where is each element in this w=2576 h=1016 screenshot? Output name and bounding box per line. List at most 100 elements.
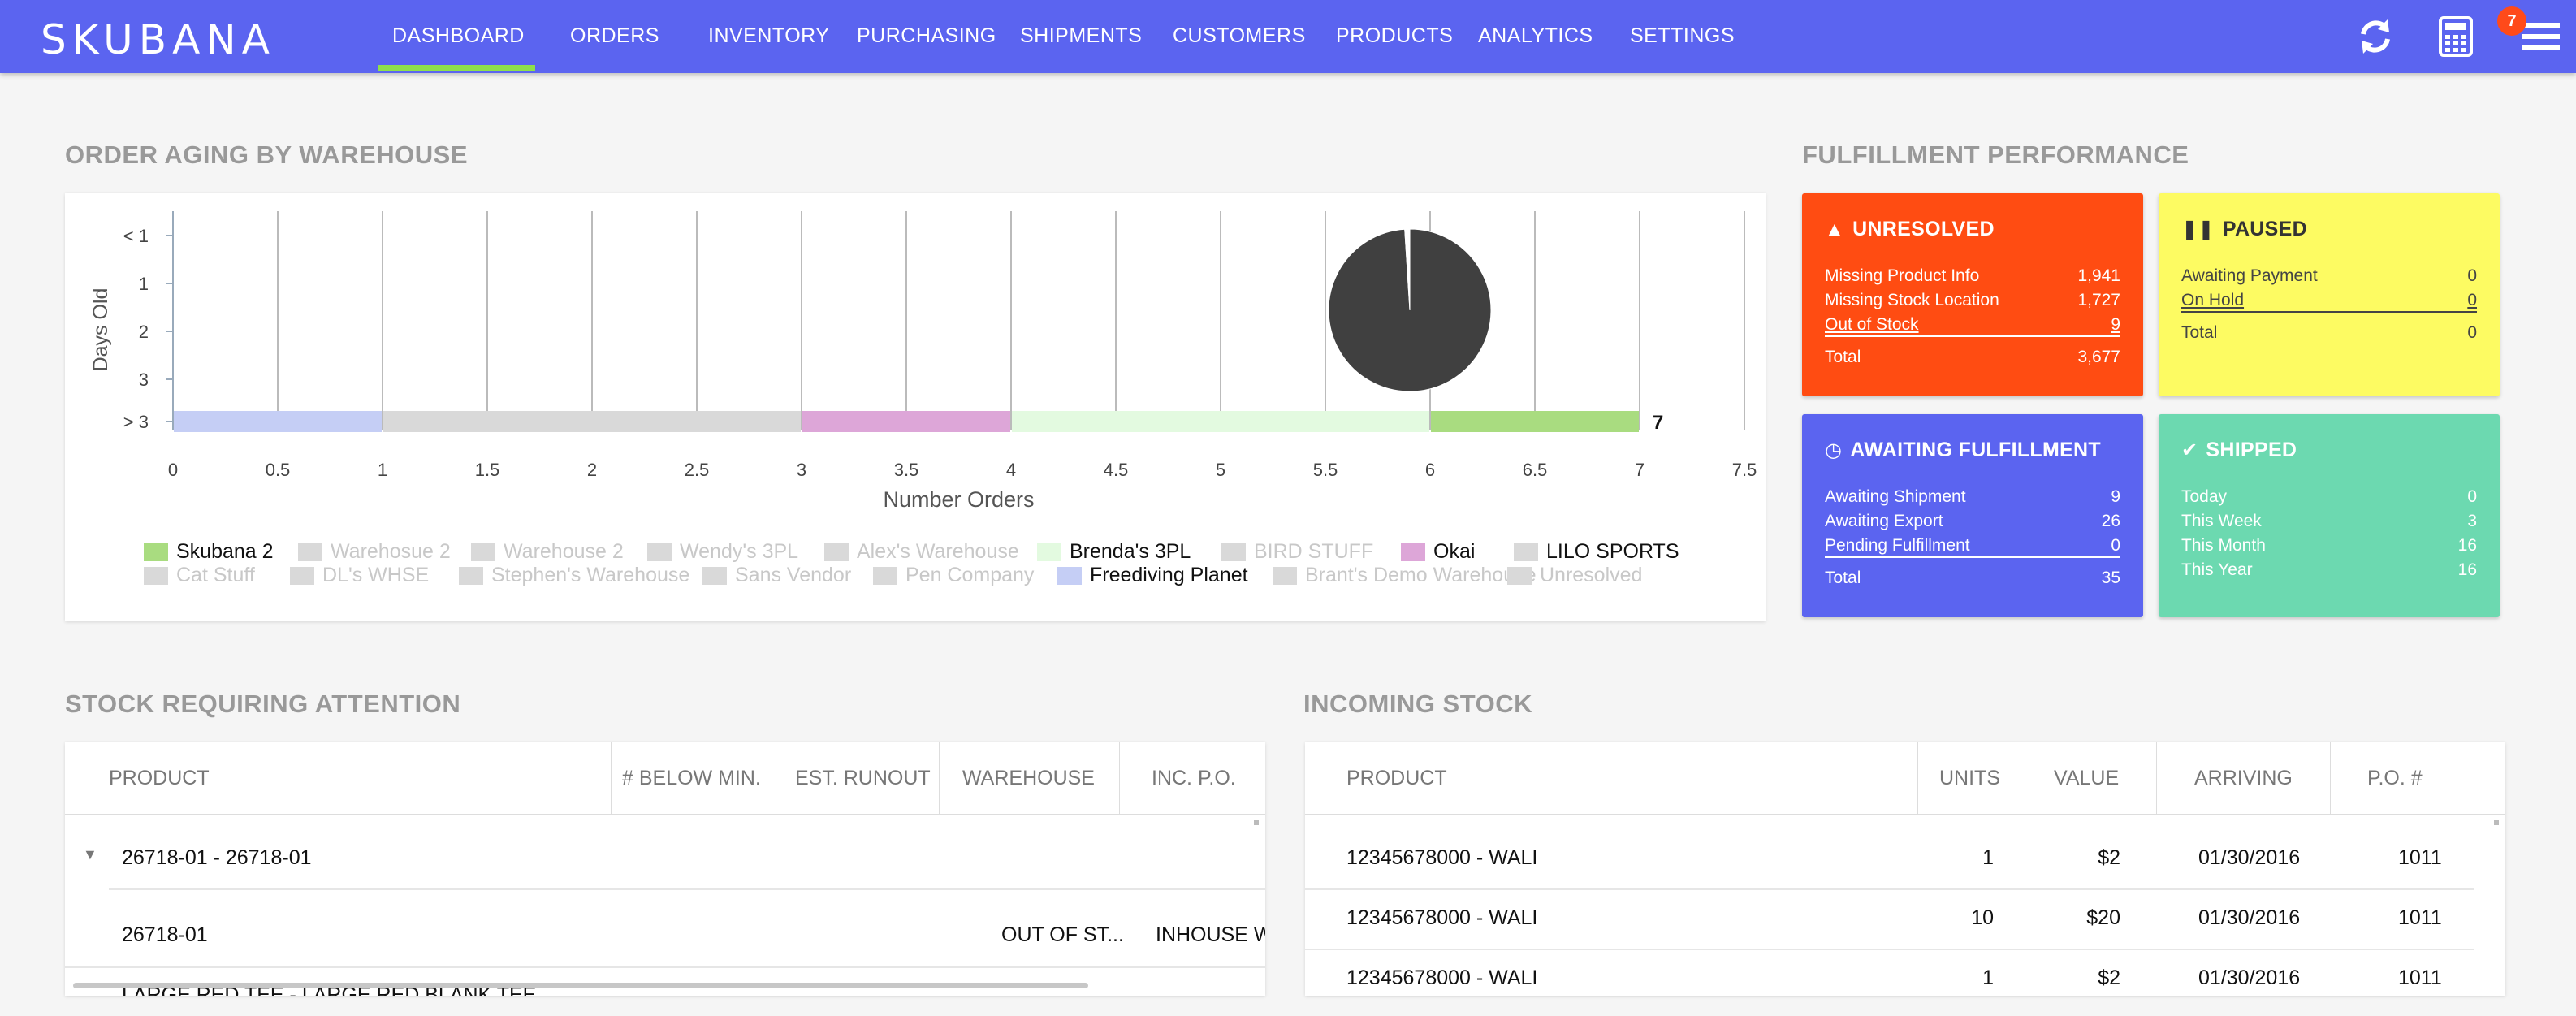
legend-item[interactable]: Unresolved xyxy=(1507,564,1642,587)
vertical-scrollbar[interactable] xyxy=(2494,820,2499,825)
horizontal-scrollbar[interactable] xyxy=(73,983,1088,988)
vertical-scrollbar[interactable] xyxy=(1254,820,1259,825)
shipped-value: 16 xyxy=(2457,560,2477,579)
col-product[interactable]: PRODUCT xyxy=(1346,767,1447,789)
menu-icon[interactable] xyxy=(2519,15,2563,58)
bar-segment xyxy=(1012,411,1429,432)
order-aging-card: 0 0.5 1 1.5 2 2.5 3 3.5 4 4.5 5 5.5 6 6.5 7 7.5 < 1 1 2 3 > … xyxy=(65,193,1766,621)
legend-swatch xyxy=(298,543,322,561)
col-inc-po[interactable]: INC. P.O. xyxy=(1152,767,1236,789)
refresh-icon[interactable] xyxy=(2353,15,2397,58)
bar-segment xyxy=(1431,411,1639,432)
group-label[interactable]: 26718-01 - 26718-01 xyxy=(122,846,312,869)
legend-label: BIRD STUFF xyxy=(1254,540,1374,563)
col-po-number[interactable]: P.O. # xyxy=(2367,767,2423,789)
legend-item[interactable]: Wendy's 3PL xyxy=(647,540,798,564)
legend-label: DL's WHSE xyxy=(322,564,430,586)
x-tick-label: 1.5 xyxy=(475,460,500,480)
x-tick-label: 1 xyxy=(378,460,387,480)
incoming-stock-title: INCOMING STOCK xyxy=(1303,690,1532,718)
incoming-value-cell: $2 xyxy=(2098,966,2120,989)
nav-purchasing[interactable]: PURCHASING xyxy=(857,24,996,47)
total-label: Total xyxy=(1825,348,1861,366)
legend-label: Okai xyxy=(1433,540,1476,563)
legend-swatch xyxy=(702,566,727,585)
notification-badge[interactable]: 7 xyxy=(2497,6,2526,36)
col-est-runout[interactable]: EST. RUNOUT xyxy=(795,767,931,789)
row-divider xyxy=(1305,888,2474,890)
legend-swatch xyxy=(873,566,897,585)
legend-item[interactable]: Stephen's Warehouse xyxy=(459,564,689,587)
col-divider xyxy=(1119,742,1120,814)
y-tick-label: 2 xyxy=(139,322,149,342)
incoming-product-cell: 12345678000 - WALI xyxy=(1346,846,1538,869)
legend-item[interactable]: Freediving Planet xyxy=(1057,564,1248,587)
legend-swatch xyxy=(459,566,483,585)
awaiting-title: AWAITING FULFILLMENT xyxy=(1850,439,2101,461)
x-tick-label: 3.5 xyxy=(894,460,919,480)
legend-item[interactable]: Cat Stuff xyxy=(144,564,255,587)
col-divider xyxy=(2330,742,2331,814)
nav-customers[interactable]: CUSTOMERS xyxy=(1173,24,1306,47)
col-value[interactable]: VALUE xyxy=(2054,767,2120,789)
col-warehouse[interactable]: WAREHOUSE xyxy=(962,767,1095,789)
legend-item[interactable]: Pen Company xyxy=(873,564,1034,587)
fulfillment-title: FULFILLMENT PERFORMANCE xyxy=(1802,141,2189,169)
awaiting-value: 9 xyxy=(2111,487,2120,506)
x-tick-label: 5 xyxy=(1216,460,1225,480)
incoming-arriving-cell: 01/30/2016 xyxy=(2198,906,2301,929)
shipped-tile[interactable]: ✔ SHIPPED Today 0 This Week 3 This Month 16 … xyxy=(2159,414,2500,617)
paused-label: On Hold xyxy=(2181,291,2245,309)
incoming-arriving-cell: 01/30/2016 xyxy=(2198,966,2301,989)
incoming-value-cell: $2 xyxy=(2098,846,2120,869)
col-divider xyxy=(2156,742,2157,814)
nav-settings[interactable]: SETTINGS xyxy=(1630,24,1735,47)
legend-item[interactable]: LILO SPORTS xyxy=(1514,540,1679,564)
legend-label: Unresolved xyxy=(1540,564,1643,586)
legend-item[interactable]: DL's WHSE xyxy=(290,564,429,587)
legend-swatch xyxy=(144,543,168,561)
legend-item[interactable]: Skubana 2 xyxy=(144,540,274,564)
out-of-stock-link[interactable]: Out of Stock 9 xyxy=(1825,313,2120,337)
skubana-logo[interactable]: SKUBANA xyxy=(41,16,275,63)
col-units[interactable]: UNITS xyxy=(1939,767,2000,789)
legend-item[interactable]: Okai xyxy=(1401,540,1475,564)
row-divider xyxy=(109,888,1265,890)
paused-title: PAUSED xyxy=(2222,218,2307,240)
nav-inventory[interactable]: INVENTORY xyxy=(708,24,830,47)
legend-item[interactable]: Alex's Warehouse xyxy=(824,540,1019,564)
x-tick-label: 0 xyxy=(168,460,178,480)
legend-label: Warehosue 2 xyxy=(331,540,451,563)
row-divider xyxy=(1305,949,2474,950)
on-hold-link[interactable]: On Hold 0 xyxy=(2181,288,2477,313)
nav-analytics[interactable]: ANALYTICS xyxy=(1478,24,1593,47)
legend-item[interactable]: BIRD STUFF xyxy=(1221,540,1373,564)
shipped-label: This Year xyxy=(2181,560,2253,579)
bar-segment xyxy=(383,411,801,432)
col-arriving[interactable]: ARRIVING xyxy=(2194,767,2293,789)
collapse-caret-icon[interactable]: ▼ xyxy=(83,846,97,863)
nav-dashboard[interactable]: DASHBOARD xyxy=(392,24,525,47)
legend-swatch xyxy=(1221,543,1246,561)
col-below-min[interactable]: # BELOW MIN. xyxy=(622,767,761,789)
unresolved-value: 9 xyxy=(2111,315,2120,334)
total-label: Total xyxy=(1825,569,1861,587)
y-tick-label: < 1 xyxy=(123,226,149,246)
legend-item[interactable]: Brenda's 3PL xyxy=(1037,540,1191,564)
legend-item[interactable]: Sans Vendor xyxy=(702,564,851,587)
col-product[interactable]: PRODUCT xyxy=(109,767,210,789)
legend-item[interactable]: Brant's Demo Warehouse xyxy=(1273,564,1537,587)
paused-label: Awaiting Payment xyxy=(2181,266,2318,285)
legend-swatch xyxy=(824,543,849,561)
paused-tile[interactable]: ❚❚ PAUSED Awaiting Payment 0 On Hold 0 Tota… xyxy=(2159,193,2500,396)
nav-shipments[interactable]: SHIPMENTS xyxy=(1020,24,1143,47)
awaiting-fulfillment-tile[interactable]: ◷ AWAITING FULFILLMENT Awaiting Shipment 9… xyxy=(1802,414,2143,617)
calculator-icon[interactable] xyxy=(2434,15,2478,58)
legend-item[interactable]: Warehosue 2 xyxy=(298,540,451,564)
legend-swatch xyxy=(1057,566,1082,585)
nav-products[interactable]: PRODUCTS xyxy=(1336,24,1454,47)
header-divider xyxy=(1305,814,2505,815)
nav-orders[interactable]: ORDERS xyxy=(570,24,659,47)
legend-item[interactable]: Warehouse 2 xyxy=(471,540,624,564)
unresolved-tile[interactable]: ▲ UNRESOLVED Missing Product Info 1,941 Mi… xyxy=(1802,193,2143,396)
